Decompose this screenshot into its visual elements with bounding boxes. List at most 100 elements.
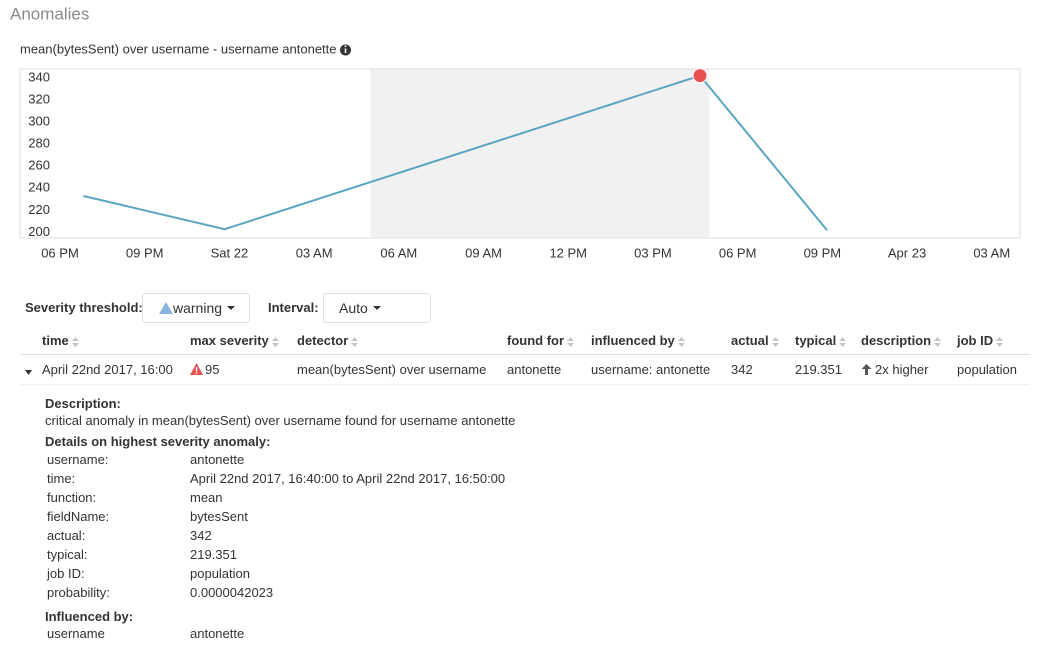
column-header-text: job ID	[957, 333, 994, 348]
column-header[interactable]: job ID	[957, 333, 1004, 348]
detail-value: 0.0000042023	[190, 585, 274, 600]
column-header[interactable]: max severity	[190, 333, 279, 348]
column-header-text: typical	[795, 333, 837, 348]
x-tick-label: 09 AM	[465, 245, 502, 260]
sort-icon	[567, 336, 575, 347]
expand-toggle[interactable]	[24, 365, 33, 380]
x-tick-label: 12 PM	[549, 245, 587, 260]
y-tick-label: 260	[28, 158, 50, 173]
column-header[interactable]: detector	[297, 333, 359, 348]
cell-text: 95	[205, 362, 220, 377]
cell-text: April 22nd 2017, 16:00	[42, 362, 173, 377]
cell-text: username: antonette	[591, 362, 711, 377]
table-cell: antonette	[507, 362, 561, 377]
sort-icon	[771, 336, 779, 347]
description-text: critical anomaly in mean(bytesSent) over…	[45, 413, 516, 428]
detail-key: typical:	[47, 547, 88, 562]
column-header[interactable]: typical	[795, 333, 847, 348]
severity-value: warning	[173, 300, 223, 316]
arrow-up-icon	[861, 364, 872, 375]
column-header[interactable]: time	[42, 333, 79, 348]
x-tick-label: 06 PM	[719, 245, 757, 260]
highlight-range	[370, 69, 710, 238]
cell-text: population	[957, 362, 1017, 377]
x-tick-label: Sat 22	[211, 245, 249, 260]
x-tick-label: 03 AM	[296, 245, 333, 260]
influencer-key: username	[47, 626, 105, 641]
cell-text: 2x higher	[875, 362, 929, 377]
row-rule	[20, 384, 1030, 385]
detail-key: time:	[47, 471, 76, 486]
cell-text: mean(bytesSent) over username	[297, 362, 487, 377]
anomaly-marker	[692, 68, 708, 84]
column-header-text: detector	[297, 333, 349, 348]
caret	[372, 306, 381, 310]
influencer-value: antonette	[190, 626, 245, 641]
sort-icon	[934, 336, 942, 347]
column-header[interactable]: actual	[731, 333, 779, 348]
column-header[interactable]: found for	[507, 333, 575, 348]
table-cell: 2x higher	[861, 362, 928, 377]
warning-icon	[159, 302, 173, 314]
detail-value: 342	[190, 528, 212, 543]
column-header-text: time	[42, 333, 69, 348]
column-header-text: description	[861, 333, 932, 348]
info-dot	[344, 45, 347, 48]
y-tick-label: 240	[28, 180, 50, 195]
sort-icon	[71, 336, 79, 347]
info-icon	[340, 44, 352, 56]
header-rule	[20, 354, 1030, 355]
column-header-text: found for	[507, 333, 565, 348]
page-title: Anomalies	[10, 4, 89, 23]
detail-value: bytesSent	[190, 509, 248, 524]
x-tick-label: 03 PM	[634, 245, 672, 260]
highest-label: Details on highest severity anomaly:	[45, 434, 271, 449]
detail-key: fieldName:	[47, 509, 110, 524]
detail-value: population	[190, 566, 250, 581]
caret	[227, 306, 236, 310]
table-cell: April 22nd 2017, 16:00	[42, 362, 173, 377]
detail-value: 219.351	[190, 547, 237, 562]
interval-value: Auto	[339, 300, 368, 316]
detail-value: mean	[190, 490, 223, 505]
cell-text: 342	[731, 362, 753, 377]
severity-label: Severity threshold:	[25, 300, 143, 315]
line	[83, 74, 828, 231]
x-tick-label: 06 PM	[41, 245, 79, 260]
sort-icon	[839, 336, 847, 347]
chart: Anomalies mean(bytesSent) over username …	[10, 4, 1021, 260]
table-cell: mean(bytesSent) over username	[297, 362, 486, 377]
detail-key: function:	[47, 490, 97, 505]
y-tick-label: 220	[28, 202, 50, 217]
sort-icon	[677, 336, 685, 347]
y-tick-label: 320	[28, 91, 50, 106]
sort-icon	[351, 336, 359, 347]
cell-text: 219.351	[795, 362, 842, 377]
severity-icon	[190, 363, 203, 375]
y-tick-label: 280	[28, 136, 50, 151]
detail-value: April 22nd 2017, 16:40:00 to April 22nd …	[190, 471, 506, 486]
caret-down	[25, 370, 32, 375]
sort-icon	[271, 336, 279, 347]
column-header[interactable]: influenced by	[591, 333, 685, 348]
detail-key: actual:	[47, 528, 86, 543]
x-tick-label: Apr 23	[888, 245, 926, 260]
chart-title: mean(bytesSent) over username - username…	[20, 41, 337, 56]
table-cell: population	[957, 362, 1017, 377]
influenced-label: Influenced by:	[45, 609, 134, 624]
detail-value: antonette	[190, 452, 245, 467]
x-tick-label: 06 AM	[380, 245, 417, 260]
x-tick-label: 03 AM	[973, 245, 1010, 260]
column-header-text: max severity	[190, 333, 269, 348]
table-cell: 342	[731, 362, 753, 377]
y-tick-label: 200	[28, 224, 50, 239]
detail-key: probability:	[47, 585, 110, 600]
y-tick-label: 340	[28, 69, 50, 84]
severity-dropdown[interactable]: warning	[142, 293, 250, 323]
x-tick-label: 09 PM	[126, 245, 164, 260]
interval-dropdown[interactable]: Auto	[323, 293, 431, 323]
interval-label: Interval:	[268, 300, 319, 315]
column-header[interactable]: description	[861, 333, 942, 348]
column-header-text: actual	[731, 333, 769, 348]
